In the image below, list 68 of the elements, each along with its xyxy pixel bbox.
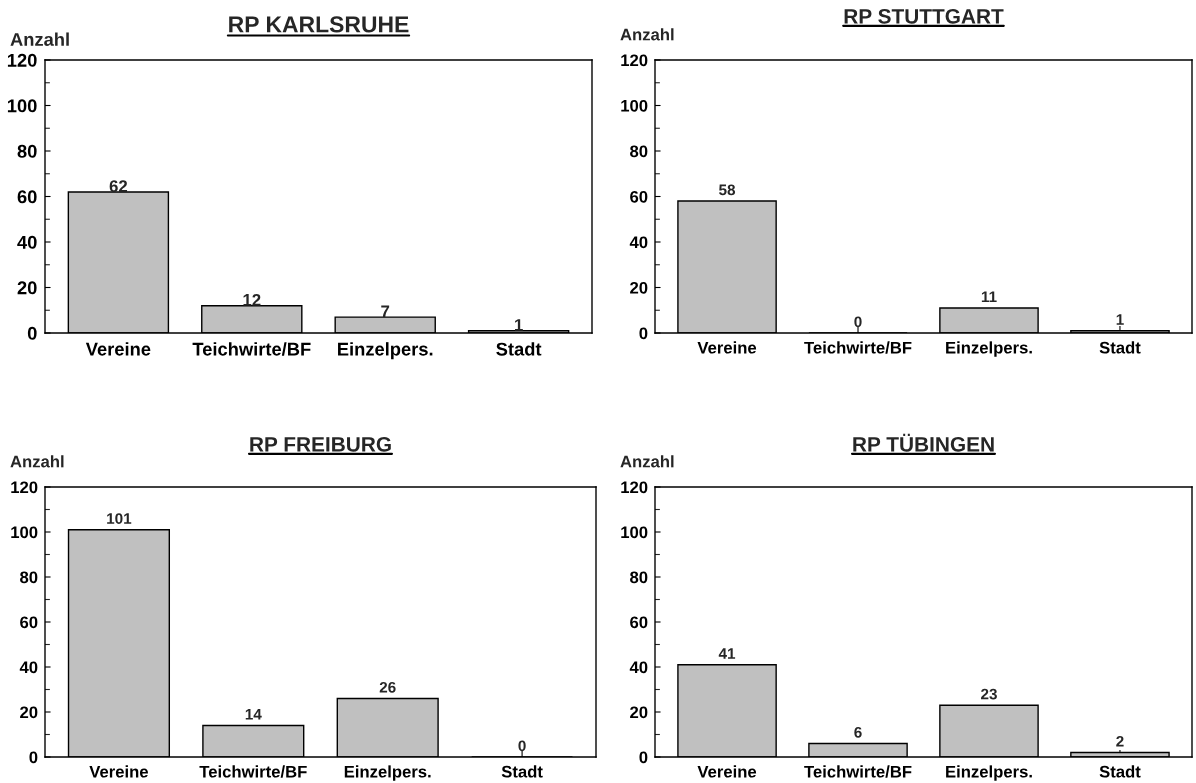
y-tick-label: 40 [17,235,37,249]
x-tick-label: Stadt [1099,341,1141,354]
y-tick-label: 20 [630,281,648,294]
x-tick-label: Stadt [501,765,543,778]
y-axis-title: Anzahl [620,28,674,41]
y-tick-label: 120 [7,53,37,67]
y-tick-label: 120 [11,481,38,494]
y-tick-label: 0 [639,327,648,340]
data-label: 58 [719,184,736,196]
y-tick-label: 40 [629,661,648,674]
x-tick-label: Stadt [496,342,542,356]
x-tick-label: Teichwirte/BF [199,765,307,778]
y-tick-label: 40 [629,236,648,249]
y-tick-label: 60 [17,190,37,204]
data-label: 101 [107,513,132,524]
chart-title: RP KARLSRUHE [229,16,409,33]
y-tick-label: 80 [17,144,37,158]
x-tick-label: Einzelpers. [946,341,1032,357]
y-tick-label: 0 [639,751,648,764]
y-tick-label: 100 [11,526,38,539]
x-tick-label: Einzelpers. [946,765,1032,781]
y-tick-label: 100 [621,99,648,112]
data-label: 41 [718,648,736,659]
data-label: 1 [1116,314,1124,325]
data-label: 12 [243,293,261,306]
data-label: 1 [515,319,523,331]
y-tick-label: 60 [20,616,38,629]
data-label: 23 [981,688,997,700]
x-tick-label: Vereine [89,765,148,778]
y-tick-label: 120 [621,481,648,494]
data-label: 2 [1116,735,1124,747]
data-label: 62 [109,180,128,193]
y-tick-label: 20 [630,706,648,719]
y-tick-label: 120 [621,54,648,67]
data-label: 0 [854,316,862,328]
y-tick-label: 80 [630,145,648,158]
x-tick-label: Teichwirte/BF [804,341,912,354]
data-label: 6 [854,726,862,738]
chart-title: RP FREIBURG [250,436,391,452]
x-tick-label: Teichwirte/BF [804,765,912,778]
y-tick-label: 80 [630,571,648,584]
y-tick-label: 20 [17,281,37,295]
data-label: 26 [379,681,396,693]
y-tick-label: 60 [630,616,648,629]
y-tick-label: 20 [20,706,38,719]
y-tick-label: 0 [29,751,38,764]
data-label: 0 [518,740,526,752]
data-label: 14 [245,709,262,720]
x-tick-label: Stadt [1099,765,1141,778]
y-axis-title: Anzahl [10,32,69,46]
y-tick-label: 100 [7,99,37,113]
x-tick-label: Einzelpers. [344,765,431,781]
y-tick-label: 60 [630,190,648,203]
y-axis-title: Anzahl [620,455,674,468]
x-tick-label: Einzelpers. [338,342,433,360]
chart-title: RP TÜBINGEN [853,433,994,452]
chart-title: RP STUTTGART [844,8,1004,24]
y-tick-label: 0 [27,326,37,340]
y-tick-label: 40 [19,661,38,674]
x-tick-label: Vereine [85,342,151,356]
y-axis-title: Anzahl [10,455,64,468]
y-tick-label: 80 [20,571,38,584]
x-tick-label: Teichwirte/BF [192,342,311,356]
y-tick-label: 100 [621,526,648,539]
data-label: 11 [981,291,997,303]
data-label: 7 [381,305,390,318]
x-tick-label: Vereine [697,765,757,778]
x-tick-label: Vereine [697,341,757,354]
